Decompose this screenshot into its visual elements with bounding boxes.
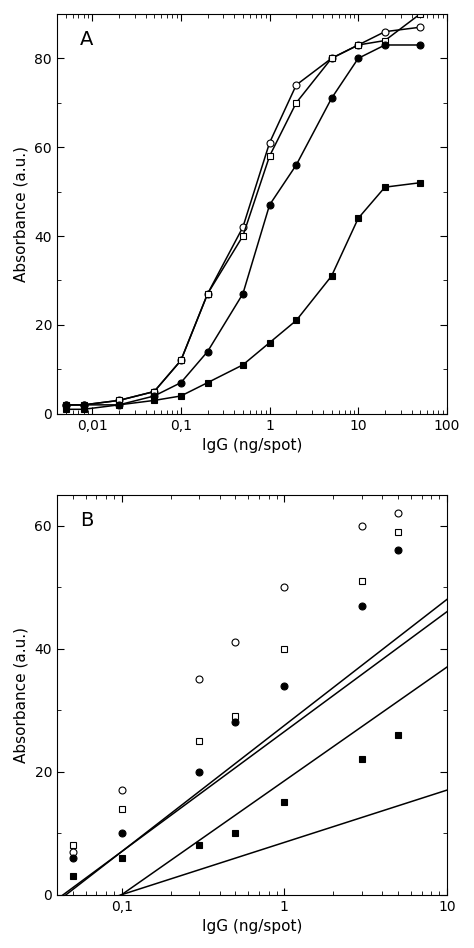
X-axis label: IgG (ng/spot): IgG (ng/spot) [202,920,302,934]
X-axis label: IgG (ng/spot): IgG (ng/spot) [202,438,302,453]
Y-axis label: Absorbance (a.u.): Absorbance (a.u.) [14,146,29,282]
Text: B: B [80,511,94,530]
Y-axis label: Absorbance (a.u.): Absorbance (a.u.) [14,627,29,763]
Text: A: A [80,30,94,49]
